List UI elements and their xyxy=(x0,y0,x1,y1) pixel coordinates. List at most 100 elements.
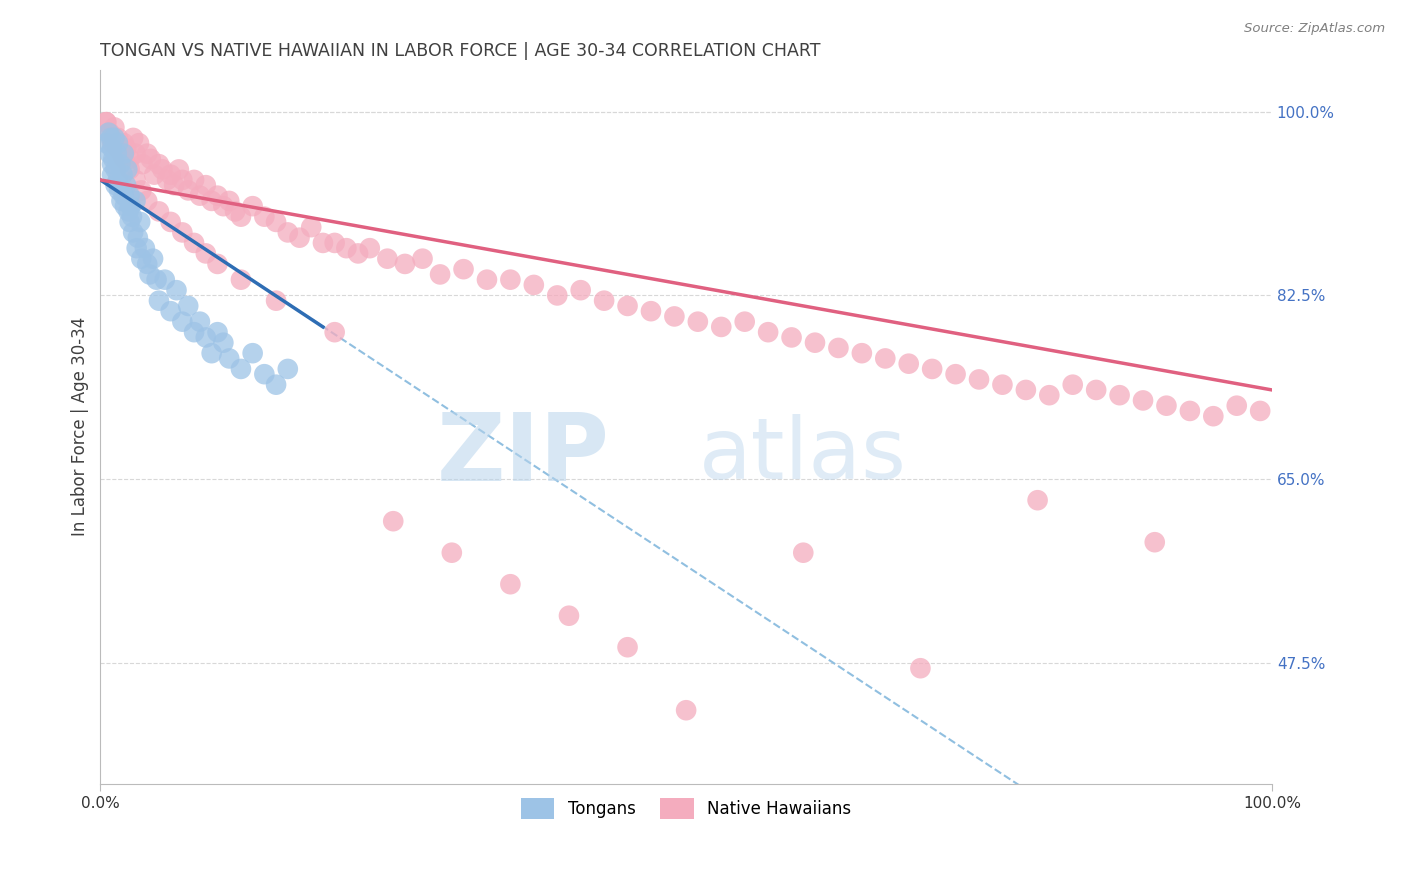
Point xyxy=(780,330,803,344)
Point xyxy=(96,115,118,129)
Point xyxy=(499,273,522,287)
Point xyxy=(117,204,139,219)
Point xyxy=(756,325,779,339)
Text: Source: ZipAtlas.com: Source: ZipAtlas.com xyxy=(1244,22,1385,36)
Point xyxy=(112,152,135,166)
Point xyxy=(131,183,153,197)
Point xyxy=(136,194,159,208)
Point xyxy=(967,372,990,386)
Point xyxy=(569,283,592,297)
Point xyxy=(110,194,132,208)
Point xyxy=(499,577,522,591)
Point xyxy=(229,210,252,224)
Point xyxy=(183,235,205,250)
Point xyxy=(125,241,148,255)
Point xyxy=(1226,399,1249,413)
Point xyxy=(134,241,156,255)
Point xyxy=(299,220,322,235)
Point xyxy=(475,273,498,287)
Point xyxy=(145,273,167,287)
Point xyxy=(616,640,638,655)
Point xyxy=(804,335,827,350)
Point xyxy=(98,126,121,140)
Point xyxy=(118,215,141,229)
Point xyxy=(640,304,662,318)
Point xyxy=(115,178,138,193)
Point xyxy=(143,168,166,182)
Point xyxy=(107,131,129,145)
Point xyxy=(142,252,165,266)
Y-axis label: In Labor Force | Age 30-34: In Labor Force | Age 30-34 xyxy=(72,317,89,536)
Point xyxy=(523,277,546,292)
Point xyxy=(101,131,124,145)
Point xyxy=(277,226,299,240)
Point xyxy=(242,346,264,360)
Point xyxy=(188,188,211,202)
Point xyxy=(101,157,124,171)
Point xyxy=(335,241,357,255)
Point xyxy=(1132,393,1154,408)
Point xyxy=(120,199,142,213)
Point xyxy=(124,146,146,161)
Point xyxy=(188,315,211,329)
Point xyxy=(96,136,118,150)
Point xyxy=(710,320,733,334)
Point xyxy=(172,173,194,187)
Point xyxy=(183,325,205,339)
Point xyxy=(394,257,416,271)
Point xyxy=(96,115,118,129)
Point xyxy=(159,304,181,318)
Point xyxy=(103,131,125,145)
Point xyxy=(118,162,141,177)
Point xyxy=(124,173,146,187)
Point xyxy=(167,162,190,177)
Point xyxy=(103,152,125,166)
Point xyxy=(453,262,475,277)
Point xyxy=(97,126,120,140)
Point xyxy=(429,268,451,282)
Point xyxy=(242,199,264,213)
Point xyxy=(127,230,149,244)
Point xyxy=(104,162,127,177)
Point xyxy=(1202,409,1225,424)
Point xyxy=(875,351,897,366)
Point xyxy=(229,362,252,376)
Point xyxy=(212,199,235,213)
Point xyxy=(118,152,141,166)
Point xyxy=(122,226,145,240)
Point xyxy=(897,357,920,371)
Point xyxy=(229,273,252,287)
Point xyxy=(136,146,159,161)
Text: ZIP: ZIP xyxy=(437,409,610,501)
Point xyxy=(1143,535,1166,549)
Point xyxy=(183,173,205,187)
Text: atlas: atlas xyxy=(699,414,907,497)
Point xyxy=(101,141,124,155)
Point xyxy=(148,157,170,171)
Point xyxy=(110,157,132,171)
Point xyxy=(207,257,229,271)
Point xyxy=(148,204,170,219)
Point xyxy=(991,377,1014,392)
Point xyxy=(253,210,276,224)
Point xyxy=(224,204,246,219)
Point xyxy=(1062,377,1084,392)
Point xyxy=(112,188,135,202)
Point xyxy=(201,194,224,208)
Point xyxy=(128,136,150,150)
Point xyxy=(734,315,756,329)
Point xyxy=(253,367,276,381)
Point xyxy=(288,230,311,244)
Point xyxy=(107,141,129,155)
Point xyxy=(1015,383,1038,397)
Point xyxy=(323,325,346,339)
Point xyxy=(121,210,143,224)
Point xyxy=(1108,388,1130,402)
Point xyxy=(218,194,240,208)
Point xyxy=(664,310,686,324)
Point xyxy=(107,173,129,187)
Point xyxy=(851,346,873,360)
Point xyxy=(110,146,132,161)
Point xyxy=(264,215,287,229)
Point xyxy=(201,346,224,360)
